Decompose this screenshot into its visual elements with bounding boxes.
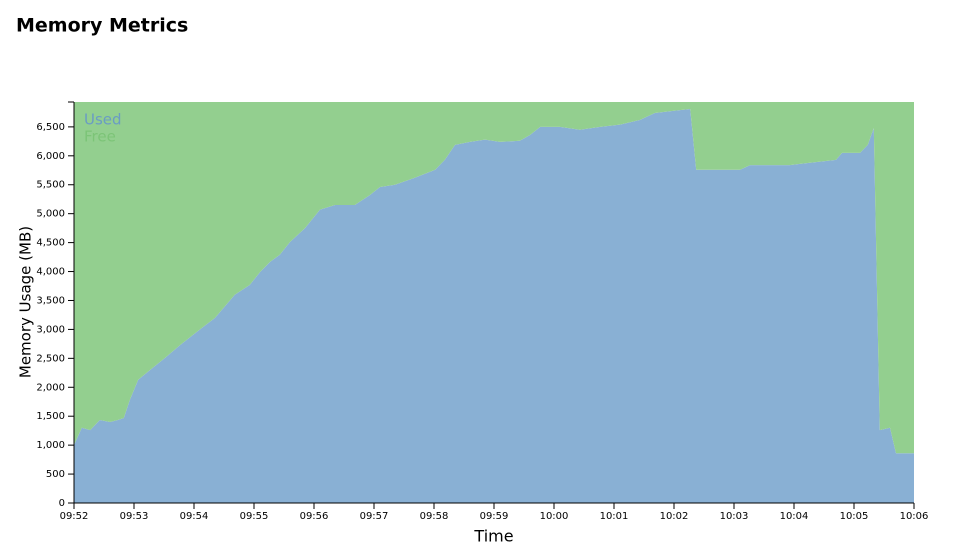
y-tick-label: 1,500 [36,411,65,422]
y-tick-label: 4,000 [36,267,65,278]
y-tick-label: 4,500 [36,238,65,249]
y-tick-label: 1,000 [36,440,65,451]
x-axis-label: Time [473,527,513,546]
x-tick-label: 10:04 [780,511,809,522]
y-axis-label: Memory Usage (MB) [17,226,35,378]
x-tick-label: 09:54 [180,511,209,522]
x-tick-label: 09:55 [240,511,269,522]
x-tick-label: 10:00 [540,511,569,522]
legend-entry: Used [84,111,122,129]
x-tick-label: 09:52 [60,511,89,522]
area [74,108,914,503]
x-tick-label: 10:05 [840,511,869,522]
y-tick-label: 500 [46,469,65,480]
y-tick-label: 5,500 [36,180,65,191]
y-tick-label: 2,000 [36,382,65,393]
y-tick-label: 5,000 [36,209,65,220]
area [74,102,914,454]
x-tick-label: 10:03 [720,511,749,522]
x-tick-label: 10:01 [600,511,629,522]
x-tick-label: 09:59 [480,511,509,522]
x-tick-label: 10:02 [660,511,689,522]
y-tick-label: 3,500 [36,295,65,306]
y-tick-label: 2,500 [36,353,65,364]
x-tick-label: 09:53 [120,511,149,522]
legend-entry: Free [84,128,116,146]
x-tick-label: 09:56 [300,511,329,522]
x-tick-label: 09:58 [420,511,449,522]
x-tick-label: 09:57 [360,511,389,522]
y-tick-label: 6,500 [36,122,65,133]
y-tick-label: 6,000 [36,151,65,162]
page-title: Memory Metrics [16,15,188,37]
y-tick-label: 0 [59,498,65,509]
y-tick-label: 3,000 [36,324,65,335]
x-tick-label: 10:06 [900,511,929,522]
